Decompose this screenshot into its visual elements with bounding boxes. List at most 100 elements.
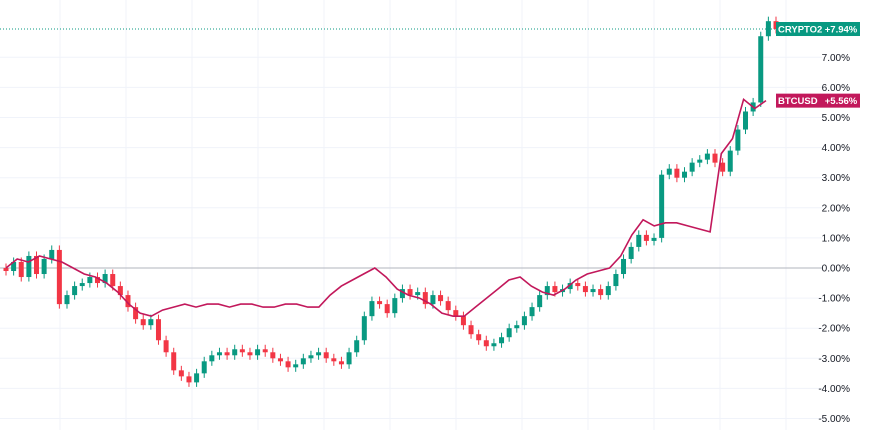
candle-body xyxy=(110,274,116,287)
candle-body xyxy=(483,340,489,347)
candle-body xyxy=(155,319,161,341)
crypto20-value-label: +7.94% xyxy=(825,25,858,36)
candle-body xyxy=(651,237,657,241)
candle-body xyxy=(613,274,619,287)
candle-body xyxy=(529,307,535,317)
btcusd-value-box xyxy=(822,93,860,108)
candle-body xyxy=(64,295,70,305)
candle-body xyxy=(331,358,337,362)
candle-body xyxy=(384,304,390,314)
candle-body xyxy=(582,286,588,293)
candle-body xyxy=(575,283,581,287)
candle-body xyxy=(117,286,123,296)
candle-body xyxy=(438,295,444,302)
y-tick-label: -2.00% xyxy=(818,324,850,335)
y-tick-label: 7.00% xyxy=(822,53,850,64)
candle-body xyxy=(277,358,283,362)
candle-body xyxy=(491,343,497,347)
candle-body xyxy=(102,274,108,284)
candle-body xyxy=(232,349,238,356)
candle-body xyxy=(590,289,596,293)
candle-body xyxy=(765,21,771,37)
candle-body xyxy=(514,325,520,329)
candle-body xyxy=(26,255,32,278)
crypto20-candles xyxy=(3,16,779,387)
btcusd-line xyxy=(5,98,767,318)
candle-body xyxy=(216,352,222,356)
y-tick-label: 2.00% xyxy=(822,203,850,214)
candle-body xyxy=(727,150,733,172)
candle-body xyxy=(171,352,177,371)
candle-body xyxy=(712,153,718,163)
candle-body xyxy=(636,234,642,247)
candle-body xyxy=(659,174,665,238)
candle-body xyxy=(201,361,207,374)
candle-body xyxy=(704,153,710,160)
candle-body xyxy=(255,349,261,356)
candle-body xyxy=(11,261,17,272)
candle-body xyxy=(56,249,62,305)
candle-body xyxy=(178,370,184,377)
crypto20-value-box xyxy=(822,22,860,37)
candle-body xyxy=(643,234,649,241)
candle-body xyxy=(605,286,611,296)
candle-body xyxy=(544,286,550,296)
y-tick-label: -3.00% xyxy=(818,354,850,365)
candle-body xyxy=(293,364,299,368)
candle-body xyxy=(33,255,39,275)
candle-body xyxy=(194,373,200,383)
y-tick-label: -4.00% xyxy=(818,384,850,395)
crypto20-name-label: CRYPTO20 xyxy=(778,25,828,36)
candle-body xyxy=(262,349,268,353)
candle-body xyxy=(735,129,741,151)
candle-body xyxy=(377,301,383,305)
candle-body xyxy=(72,286,78,296)
y-tick-label: 6.00% xyxy=(822,83,850,94)
candle-body xyxy=(361,316,367,341)
candle-body xyxy=(621,258,627,275)
candle-body xyxy=(163,340,169,353)
candle-body xyxy=(499,337,505,344)
candle-body xyxy=(506,328,512,338)
candle-body xyxy=(697,159,703,163)
y-tick-label: 0.00% xyxy=(822,264,850,275)
candle-body xyxy=(354,340,360,353)
y-tick-label: 4.00% xyxy=(822,143,850,154)
candle-body xyxy=(537,295,543,308)
candle-body xyxy=(338,361,344,365)
candle-body xyxy=(133,307,139,320)
candle-body xyxy=(552,286,558,293)
candle-body xyxy=(140,319,146,326)
zero-line xyxy=(0,28,822,269)
candle-body xyxy=(682,171,688,178)
btcusd-value-label: +5.56% xyxy=(825,96,858,107)
candle-body xyxy=(125,295,131,308)
series-labels: CRYPTO20+7.94% BTCUSD +5.56% xyxy=(776,22,860,108)
y-tick-label: -1.00% xyxy=(818,294,850,305)
btcusd-name-label: BTCUSD xyxy=(778,96,818,107)
candle-body xyxy=(758,36,764,103)
candle-body xyxy=(94,277,100,284)
candle-body xyxy=(316,352,322,356)
candle-body xyxy=(239,349,245,353)
y-tick-label: -5.00% xyxy=(818,414,850,425)
candle-body xyxy=(521,316,527,326)
candle-body xyxy=(41,258,47,275)
candle-body xyxy=(18,261,24,278)
candle-body xyxy=(743,111,749,130)
candle-body xyxy=(666,168,672,175)
candle-body xyxy=(148,319,154,326)
candle-body xyxy=(422,292,428,305)
gridlines xyxy=(0,0,822,430)
candle-body xyxy=(323,352,329,359)
candle-body xyxy=(567,283,573,290)
candle-body xyxy=(49,249,55,259)
candle-body xyxy=(628,246,634,259)
y-tick-label: 5.00% xyxy=(822,113,850,124)
candle-body xyxy=(285,361,291,368)
candle-body xyxy=(674,168,680,178)
candle-body xyxy=(346,352,352,365)
candle-body xyxy=(445,301,451,311)
candle-body xyxy=(689,162,695,172)
